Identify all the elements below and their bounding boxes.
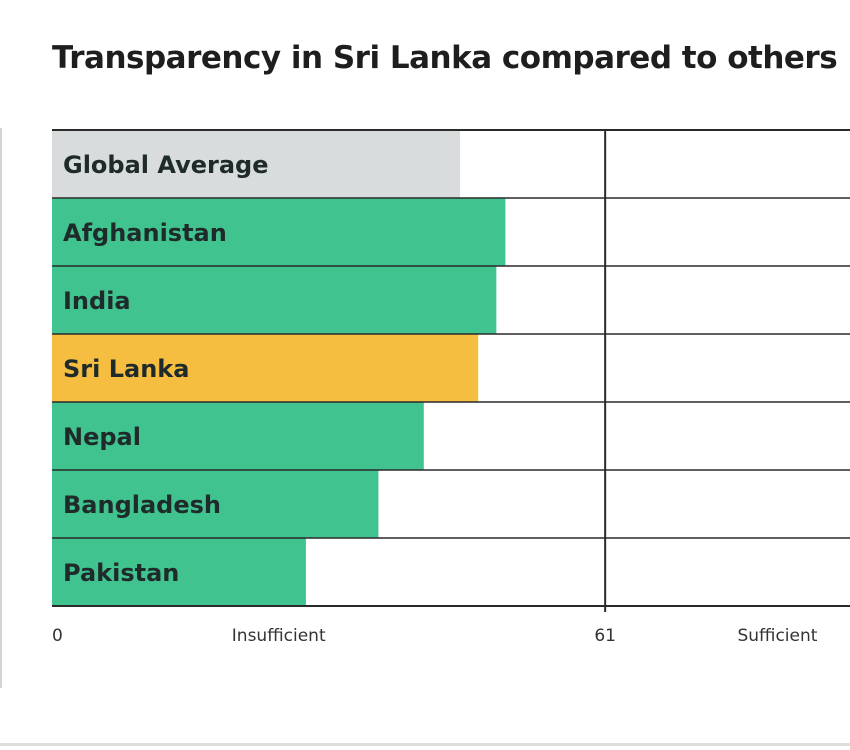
category-label: Afghanistan [63, 219, 227, 247]
category-label: Nepal [63, 423, 141, 451]
bar-nepal [52, 402, 424, 470]
bar-global-average [52, 130, 461, 198]
bar-pakistan [52, 538, 306, 606]
bar-sri-lanka [52, 334, 479, 402]
category-label: India [63, 287, 131, 315]
category-label: Sri Lanka [63, 355, 189, 383]
bar-bangladesh [52, 470, 379, 538]
left-edge-border [0, 128, 2, 688]
bar-afghanistan [52, 198, 506, 266]
axis-tick-label: 61 [594, 626, 616, 646]
bar-india [52, 266, 497, 334]
category-label: Pakistan [63, 559, 179, 587]
bottom-divider [0, 743, 850, 746]
category-label: Global Average [63, 151, 269, 179]
axis-tick-label: Sufficient [737, 626, 817, 646]
axis-tick-label: 0 [52, 626, 63, 646]
chart-title: Transparency in Sri Lanka compared to ot… [52, 40, 838, 76]
axis-tick-label: Insufficient [232, 626, 326, 646]
category-label: Bangladesh [63, 491, 221, 519]
